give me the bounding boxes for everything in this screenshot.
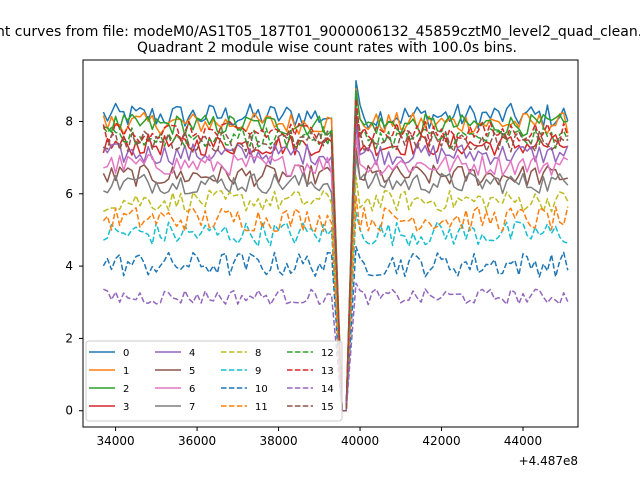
legend-label-7: 7 [189, 402, 195, 413]
x-tick-label: 40000 [341, 434, 379, 448]
x-axis: 34000 36000 38000 40000 42000 44000 [96, 427, 542, 448]
chart-suptitle: Light curves from file: modeM0/AS1T05_18… [0, 24, 640, 40]
legend-label-2: 2 [123, 384, 129, 395]
series-line-10 [102, 245, 569, 412]
chart-title: Quadrant 2 module wise count rates with … [137, 40, 517, 56]
series-line-1 [102, 88, 569, 412]
series-line-4 [102, 122, 569, 412]
series-line-13 [102, 98, 569, 412]
y-axis: 0 2 4 6 8 [65, 114, 83, 418]
y-tick-label: 8 [65, 114, 73, 128]
series-line-11 [102, 195, 569, 412]
x-tick-label: 42000 [422, 434, 460, 448]
y-tick-label: 6 [65, 187, 73, 201]
legend-label-6: 6 [189, 384, 195, 395]
legend-label-1: 1 [123, 366, 129, 377]
x-offset-label: +4.487e8 [519, 454, 578, 468]
legend-label-9: 9 [255, 366, 261, 377]
series-line-9 [103, 211, 569, 412]
legend-label-13: 13 [321, 366, 334, 377]
legend-label-14: 14 [321, 384, 334, 395]
legend-label-8: 8 [255, 348, 261, 359]
series-line-2 [103, 90, 568, 412]
legend-box [85, 340, 343, 422]
legend-label-15: 15 [321, 402, 334, 413]
legend-label-0: 0 [123, 348, 129, 359]
series-line-14 [103, 282, 569, 412]
legend-label-11: 11 [255, 402, 268, 413]
x-tick-label: 34000 [96, 434, 134, 448]
x-tick-label: 38000 [259, 434, 297, 448]
series-lines [102, 79, 569, 412]
legend-label-10: 10 [255, 384, 268, 395]
y-tick-label: 4 [65, 259, 73, 273]
legend-label-12: 12 [321, 348, 334, 359]
legend-label-4: 4 [189, 348, 195, 359]
x-tick-label: 36000 [178, 434, 216, 448]
legend-label-5: 5 [189, 366, 195, 377]
x-tick-label: 44000 [504, 434, 542, 448]
plot-area-frame [82, 59, 579, 428]
series-line-6 [103, 134, 569, 412]
y-tick-label: 0 [65, 404, 73, 418]
series-line-15 [103, 108, 568, 412]
series-line-7 [103, 154, 569, 412]
y-tick-label: 2 [65, 331, 73, 345]
legend-label-3: 3 [123, 402, 129, 413]
series-line-5 [102, 146, 568, 412]
series-line-8 [103, 175, 569, 412]
